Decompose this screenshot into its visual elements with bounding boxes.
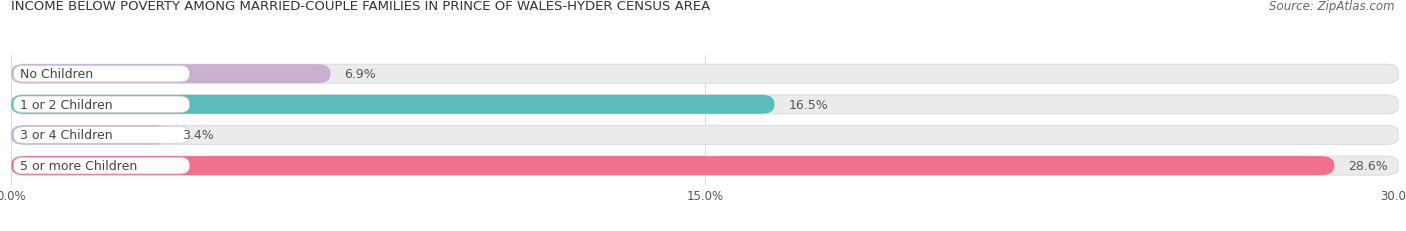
Text: 3 or 4 Children: 3 or 4 Children	[21, 129, 112, 142]
Text: 3.4%: 3.4%	[183, 129, 214, 142]
Text: No Children: No Children	[21, 68, 94, 81]
FancyBboxPatch shape	[11, 65, 1399, 84]
FancyBboxPatch shape	[14, 158, 190, 174]
Text: 16.5%: 16.5%	[789, 98, 828, 111]
Text: 6.9%: 6.9%	[344, 68, 375, 81]
FancyBboxPatch shape	[11, 95, 1399, 114]
FancyBboxPatch shape	[11, 126, 1399, 145]
FancyBboxPatch shape	[11, 156, 1399, 175]
FancyBboxPatch shape	[11, 65, 330, 84]
Text: Source: ZipAtlas.com: Source: ZipAtlas.com	[1270, 0, 1395, 13]
Text: INCOME BELOW POVERTY AMONG MARRIED-COUPLE FAMILIES IN PRINCE OF WALES-HYDER CENS: INCOME BELOW POVERTY AMONG MARRIED-COUPL…	[11, 0, 710, 13]
FancyBboxPatch shape	[11, 126, 169, 145]
FancyBboxPatch shape	[14, 66, 190, 83]
FancyBboxPatch shape	[14, 127, 190, 144]
Text: 28.6%: 28.6%	[1348, 159, 1388, 172]
FancyBboxPatch shape	[14, 97, 190, 113]
Text: 1 or 2 Children: 1 or 2 Children	[21, 98, 112, 111]
FancyBboxPatch shape	[11, 156, 1334, 175]
Text: 5 or more Children: 5 or more Children	[21, 159, 138, 172]
FancyBboxPatch shape	[11, 95, 775, 114]
